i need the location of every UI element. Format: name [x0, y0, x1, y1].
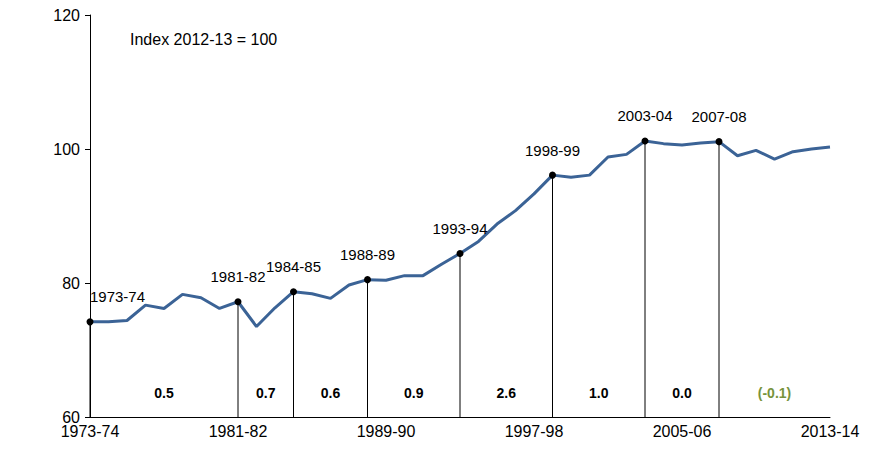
svg-text:2.6: 2.6 [497, 385, 517, 401]
svg-text:0.5: 0.5 [154, 385, 174, 401]
svg-text:Index 2012-13 = 100: Index 2012-13 = 100 [130, 31, 277, 48]
svg-text:0.7: 0.7 [256, 385, 276, 401]
svg-text:100: 100 [53, 141, 80, 158]
svg-text:2005-06: 2005-06 [653, 423, 712, 440]
svg-text:1981-82: 1981-82 [209, 423, 268, 440]
svg-text:1993-94: 1993-94 [432, 220, 487, 237]
svg-text:0.6: 0.6 [321, 385, 341, 401]
svg-text:2013-14: 2013-14 [801, 423, 860, 440]
svg-text:(-0.1): (-0.1) [758, 385, 791, 401]
svg-text:60: 60 [62, 408, 80, 426]
svg-text:1988-89: 1988-89 [340, 246, 395, 263]
svg-text:2003-04: 2003-04 [617, 107, 672, 124]
svg-text:1989-90: 1989-90 [357, 423, 416, 440]
svg-text:0.9: 0.9 [404, 385, 424, 401]
svg-text:1998-99: 1998-99 [525, 142, 580, 159]
svg-text:2007-08: 2007-08 [691, 108, 746, 125]
svg-text:1981-82: 1981-82 [210, 268, 265, 285]
svg-text:120: 120 [53, 7, 80, 24]
svg-text:1984-85: 1984-85 [266, 258, 321, 275]
svg-text:1.0: 1.0 [589, 385, 609, 401]
svg-text:1997-98: 1997-98 [505, 423, 564, 440]
svg-text:80: 80 [62, 275, 80, 292]
svg-text:0.0: 0.0 [672, 385, 692, 401]
svg-text:1973-74: 1973-74 [90, 288, 145, 305]
svg-text:1973-74: 1973-74 [61, 423, 120, 440]
